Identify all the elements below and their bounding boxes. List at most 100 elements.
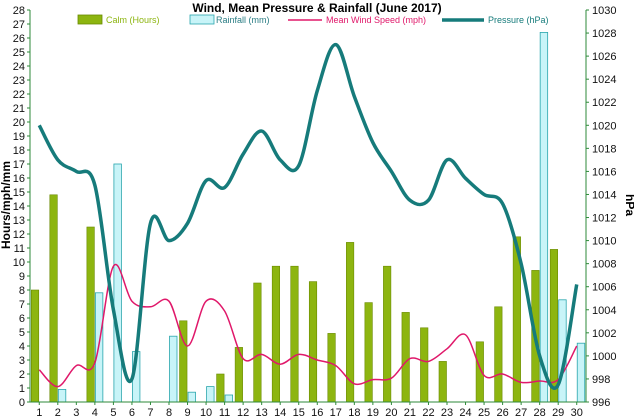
bars [30, 32, 586, 403]
bar-rainfall [169, 335, 178, 403]
x-tick-label: 25 [478, 407, 490, 418]
x-tick-label: 5 [110, 407, 116, 418]
bar-calm [364, 302, 373, 403]
y-tick-label: 22 [13, 89, 25, 101]
y-tick-label: 18 [13, 145, 25, 157]
x-tick-label: 10 [200, 407, 212, 418]
y-tick-label: 10 [13, 257, 25, 269]
legend-label: Pressure (hPa) [488, 15, 549, 25]
x-tick-label: 4 [92, 407, 98, 418]
bar-rainfall [57, 388, 67, 403]
bar-calm [290, 265, 299, 403]
y-tick-label: 14 [13, 201, 25, 213]
x-tick-label: 23 [441, 407, 453, 418]
x-tick-label: 6 [129, 407, 135, 418]
bar-calm [86, 226, 95, 403]
y2-tick-label: 1020 [592, 120, 616, 132]
y-tick-label: 2 [19, 369, 25, 381]
line-wind-speed [38, 263, 578, 388]
y-tick-label: 15 [13, 187, 25, 199]
y2-tick-label: 996 [592, 397, 610, 409]
y2-axis-title: hPa [623, 194, 634, 216]
y-tick-label: 5 [19, 327, 25, 339]
x-tick-label: 16 [311, 407, 323, 418]
x-tick-label: 27 [515, 407, 527, 418]
y-tick-label: 8 [19, 285, 25, 297]
bar-rainfall [187, 391, 196, 403]
bar-calm [383, 265, 392, 403]
bar-calm [420, 327, 429, 403]
x-tick-label: 22 [422, 407, 434, 418]
bar-rainfall [539, 32, 549, 403]
x-tick-label: 12 [237, 407, 249, 418]
y2-tick-label: 1016 [592, 166, 616, 178]
y2-tick-label: 1004 [592, 305, 616, 317]
y2-tick-label: 1024 [592, 74, 616, 86]
y-tick-label: 7 [19, 299, 25, 311]
bar-calm [49, 194, 58, 403]
x-tick-label: 21 [404, 407, 416, 418]
y-tick-label: 12 [13, 229, 25, 241]
y-tick-label: 26 [13, 33, 25, 45]
x-tick-label: 3 [73, 407, 79, 418]
y-tick-label: 16 [13, 173, 25, 185]
y-tick-label: 19 [13, 131, 25, 143]
bar-calm [438, 361, 447, 403]
legend-swatch [189, 14, 215, 25]
y2-tick-label: 1012 [592, 213, 616, 225]
bar-calm [494, 306, 503, 403]
x-tick-label: 11 [219, 407, 230, 418]
x-tick-label: 19 [367, 407, 379, 418]
y-tick-label: 27 [13, 19, 25, 31]
bar-rainfall [113, 163, 122, 403]
y2-tick-label: 1028 [592, 28, 616, 40]
x-tick-label: 18 [348, 407, 360, 418]
x-tick-label: 15 [293, 407, 305, 418]
bar-rainfall [224, 394, 234, 403]
legend: Calm (Hours) Rainfall (mm) Mean Wind Speed… [77, 14, 549, 25]
y-tick-label: 17 [13, 159, 25, 171]
y-tick-label: 9 [19, 271, 25, 283]
bar-calm [549, 249, 559, 403]
x-tick-label: 26 [496, 407, 508, 418]
y-tick-label: 24 [13, 61, 25, 73]
bar-calm [253, 282, 262, 403]
y2-tick-label: 1026 [592, 51, 616, 63]
lines [37, 42, 579, 390]
y-tick-label: 28 [13, 5, 25, 17]
x-tick-label: 20 [385, 407, 397, 418]
bar-calm [30, 289, 40, 403]
x-tick-label: 8 [166, 407, 172, 418]
bar-rainfall [576, 342, 586, 403]
y2-tick-label: 1022 [592, 97, 616, 109]
y-tick-label: 11 [14, 243, 25, 255]
x-tick-label: 14 [274, 407, 286, 418]
y-tick-label: 21 [13, 103, 25, 115]
bar-calm [271, 265, 281, 403]
y-tick-label: 25 [13, 47, 25, 59]
legend-swatch [77, 14, 103, 25]
y-tick-label: 6 [19, 313, 25, 325]
bar-calm [401, 312, 410, 403]
legend-label: Calm (Hours) [106, 15, 160, 25]
y-tick-label: 3 [19, 355, 25, 367]
y2-tick-label: 1008 [592, 259, 616, 271]
x-tick-label: 1 [36, 407, 42, 418]
y2-tick-label: 1014 [592, 189, 616, 201]
chart-title: Wind, Mean Pressure & Rainfall (June 201… [192, 1, 441, 15]
y-axis-title: Hours/mph/mm [0, 161, 13, 249]
y2-tick-label: 1030 [592, 5, 616, 17]
x-tick-label: 7 [147, 407, 153, 418]
y-tick-label: 23 [13, 75, 25, 87]
x-tick-label: 29 [552, 407, 564, 418]
y2-tick-label: 998 [592, 374, 610, 386]
x-tick-label: 9 [184, 407, 190, 418]
x-tick-label: 28 [534, 407, 546, 418]
x-tick-label: 30 [571, 407, 583, 418]
y2-tick-label: 1006 [592, 282, 616, 294]
y-tick-label: 1 [19, 383, 25, 395]
bar-calm [216, 373, 225, 403]
y2-tick-label: 1018 [592, 143, 616, 155]
x-tick-label: 24 [459, 407, 471, 418]
